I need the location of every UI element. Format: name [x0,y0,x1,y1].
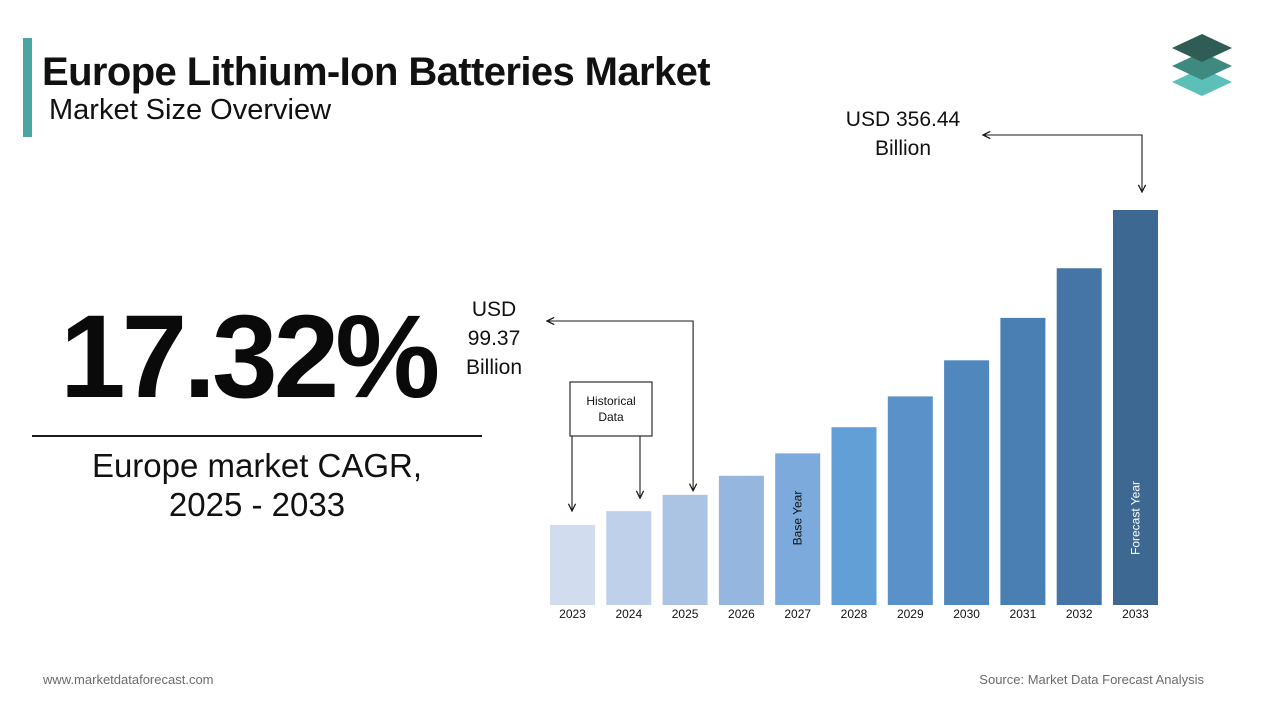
x-tick-2027: 2027 [784,607,811,621]
footer-source: Source: Market Data Forecast Analysis [979,672,1204,687]
bar-label-2033: Forecast Year [1129,481,1143,555]
stacked-layers-icon [1172,34,1232,96]
bar-2028 [831,427,877,605]
x-tick-2023: 2023 [559,607,586,621]
x-tick-2024: 2024 [615,607,642,621]
bar-2032 [1056,268,1102,605]
historical-data-label: Historical Data [586,394,635,424]
historical-data-box [569,381,653,437]
x-tick-2029: 2029 [897,607,924,621]
divider [32,435,482,437]
end-value-arrow [983,135,1142,192]
page-subtitle: Market Size Overview [49,94,332,126]
page-title: Europe Lithium-Ion Batteries Market [42,50,711,94]
bar-2033 [1113,210,1158,605]
accent-bar [23,38,32,137]
cagr-label-line2: 2025 - 2033 [168,486,346,523]
bar-2029 [887,396,933,605]
x-tick-2028: 2028 [841,607,868,621]
bar-2023 [550,524,595,605]
bar-2026 [718,475,764,605]
bar-2031 [1000,317,1046,605]
cagr-label: Europe market CAGR, 2025 - 2033 [32,446,482,524]
cagr-label-line1: Europe market CAGR, [91,447,423,484]
start-value-arrow [547,321,693,491]
x-tick-2033: 2033 [1122,607,1149,621]
bar-2027 [775,453,821,605]
x-tick-2030: 2030 [953,607,980,621]
bar-label-2027: Base Year [791,491,805,546]
footer-website[interactable]: www.marketdataforecast.com [43,672,214,687]
x-tick-2031: 2031 [1010,607,1037,621]
end-value-callout: USD 356.44 Billion [846,108,961,160]
x-tick-2026: 2026 [728,607,755,621]
bar-2030 [944,360,990,605]
bar-2025 [662,494,708,605]
cagr-value: 17.32% [60,291,440,423]
start-value-callout: USD 99.37 Billion [466,298,522,379]
x-tick-2025: 2025 [672,607,699,621]
x-tick-2032: 2032 [1066,607,1093,621]
bar-2024 [606,511,652,605]
